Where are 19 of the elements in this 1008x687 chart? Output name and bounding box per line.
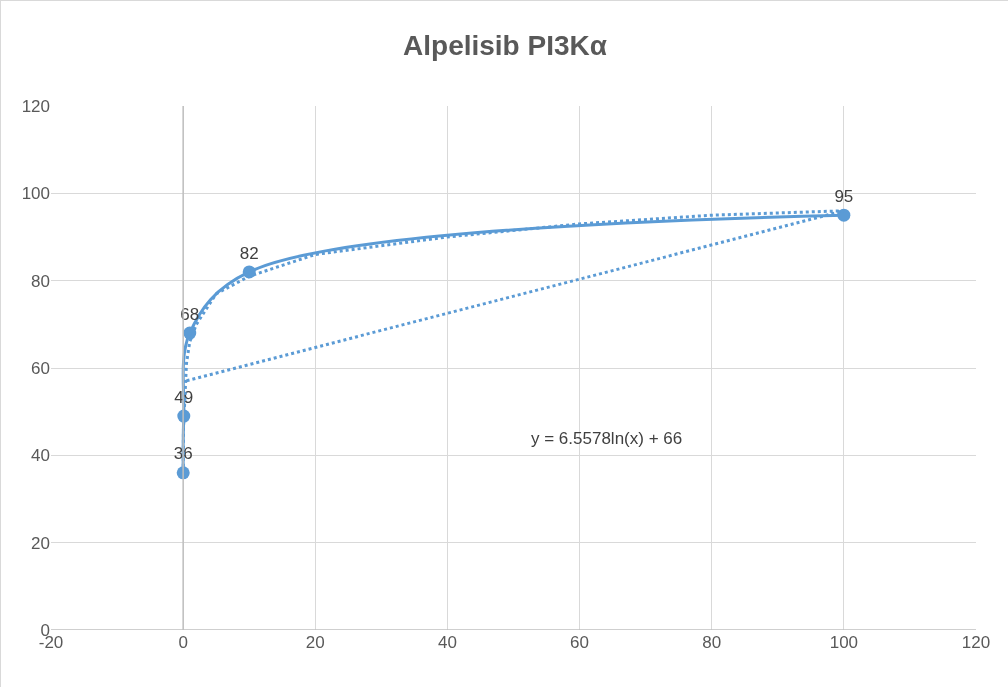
y-tick-label: 120 <box>21 96 50 116</box>
y-tick-label: 40 <box>31 446 50 466</box>
data-label: 82 <box>239 243 259 263</box>
x-tick-label: 20 <box>305 633 325 652</box>
x-tick-label: 60 <box>570 633 590 652</box>
x-tick-label: 120 <box>961 633 991 652</box>
x-tick-label: 80 <box>702 633 722 652</box>
y-tick-label: 20 <box>31 533 50 553</box>
data-label: 95 <box>834 186 854 206</box>
chart-title: Alpelisib PI3Kα <box>403 29 607 61</box>
y-tick-label: 100 <box>21 184 50 204</box>
data-label: 36 <box>173 444 193 464</box>
x-tick-label: 100 <box>829 633 859 652</box>
y-tick-label: 80 <box>31 271 50 291</box>
annotation: y = 6.5578ln(x) + 66 <box>531 429 683 448</box>
x-tick-label: 40 <box>437 633 457 652</box>
x-tick-label: 0 <box>178 633 188 652</box>
data-label: 68 <box>180 304 200 324</box>
y-tick-label: 60 <box>31 358 50 378</box>
